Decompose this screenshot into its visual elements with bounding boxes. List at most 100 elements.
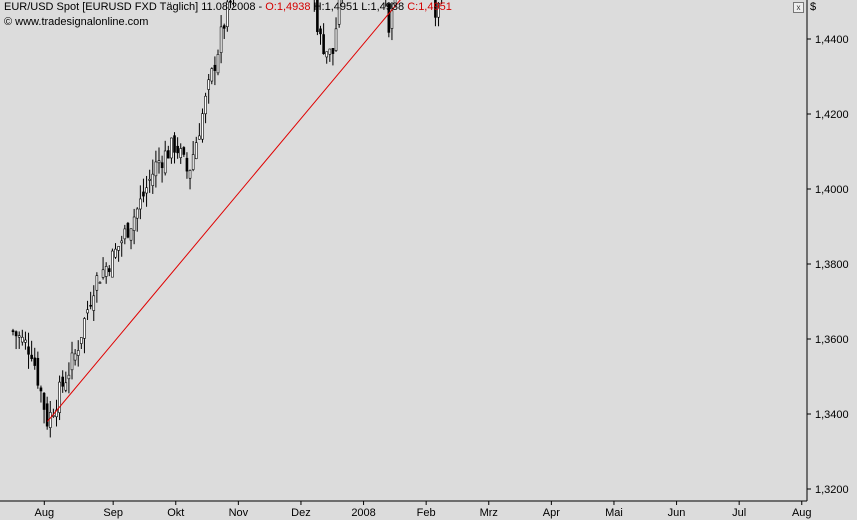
candle-body [64,382,68,391]
copyright-icon: © [4,16,13,28]
candle-body [139,198,142,210]
candle-body [179,148,183,158]
candle-body [76,350,80,356]
x-tick-label: 2008 [351,507,375,519]
candle-body [114,248,117,258]
candle-body [216,54,220,74]
candle-body [157,160,161,164]
y-tick-label: 1,4400 [815,34,849,46]
candle-body [213,64,217,71]
candle-body [319,28,322,35]
y-tick-label: 1,3600 [815,334,849,346]
x-tick-label: Jul [732,507,746,519]
candle-body [111,250,114,278]
candle-body [27,346,30,355]
candle-body [207,79,210,90]
x-tick-label: Sep [103,507,123,519]
candle-body [154,161,158,177]
header-title: EUR/USD Spot [EURUSD FXD Täglich] 11.08.… [4,1,266,13]
open-value: O:1,4938 [265,1,311,13]
y-tick-label: 1,4200 [815,109,849,121]
candle-body [337,0,341,25]
candle-body [222,25,226,29]
candle-body [185,157,189,172]
candle-body [132,216,136,231]
candle-body [58,381,61,413]
y-tick-label: 1,4000 [815,184,849,196]
candle-body [126,222,130,238]
candle-body [219,26,223,53]
candle-body [188,170,192,179]
candle-body [24,339,27,343]
candle-body [45,403,49,427]
x-tick-label: Dez [291,507,311,519]
close-button[interactable]: x [793,2,804,13]
candle-body [229,0,232,3]
candle-body [14,331,18,337]
candle-body [70,352,74,371]
x-tick-label: Feb [417,507,436,519]
candle-body [48,412,52,428]
candle-body [30,354,33,359]
x-tick-label: Aug [35,507,55,519]
candle-body [198,135,201,140]
candle-body [163,150,167,174]
candle-body [322,34,325,55]
candle-body [148,178,151,181]
candle-body [334,28,338,51]
candle-body [434,0,437,18]
candle-body [182,147,186,155]
candle-body [67,374,71,380]
candle-body [387,3,391,33]
candle-body [83,318,86,339]
close-value: C:1,4951 [407,1,452,13]
candle-body [201,113,204,140]
candle-body [107,268,111,273]
y-tick-label: 1,3400 [815,409,849,421]
candle-body [39,387,43,392]
y-tick-label: 1,3800 [815,259,849,271]
low-value: L:1,4938 [361,1,405,13]
x-tick-label: Aug [792,507,812,519]
candle-body [89,304,92,307]
candle-body [86,309,89,314]
candle-body [226,1,229,28]
candle-body [210,68,214,82]
close-icon: x [796,3,801,12]
candle-body [173,135,176,153]
candle-body [191,154,195,170]
candle-body [95,275,99,291]
x-tick-label: Mrz [480,507,498,519]
candle-body [120,240,124,244]
y-tick-label: 1,3200 [815,484,849,496]
high-value: H:1,4951 [313,1,359,13]
source-label: © www.tradesignalonline.com [4,16,148,28]
candle-body [80,337,83,344]
candle-body [129,228,133,241]
candle-body [170,137,173,159]
candle-body [92,295,96,311]
candle-body [325,51,329,58]
candle-body [101,269,105,278]
chart-header: EUR/USD Spot [EURUSD FXD Täglich] 11.08.… [4,1,452,13]
candle-body [73,353,77,361]
candle-body [151,173,155,186]
x-tick-label: Okt [167,507,184,519]
candle-body [316,0,319,33]
currency-symbol: $ [810,1,817,13]
candle-body [176,145,179,154]
candle-body [331,47,335,54]
candle-body [160,162,164,169]
candle-body [33,357,37,366]
candle-body [117,246,120,251]
candle-body [61,376,64,387]
x-tick-label: Nov [229,507,249,519]
candle-body [42,392,46,410]
candle-body [36,357,40,386]
trendline [47,0,401,422]
candle-body [104,266,108,277]
candle-body [390,10,394,29]
candle-body [21,336,24,343]
